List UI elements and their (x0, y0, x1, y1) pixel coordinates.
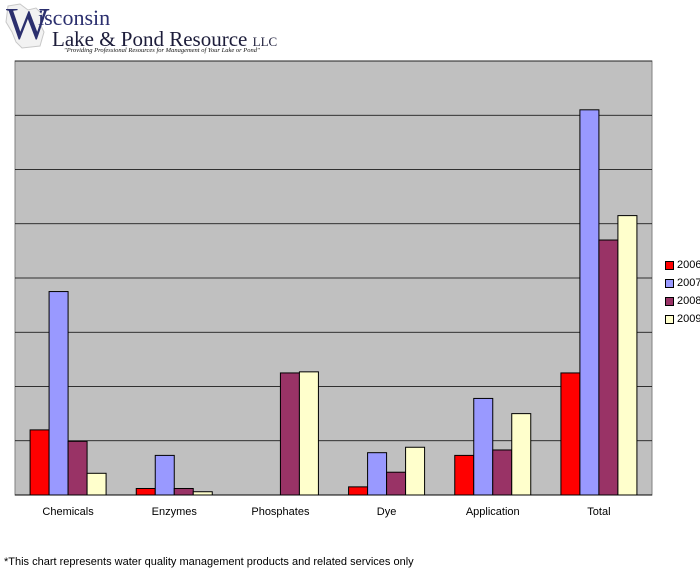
bar-2009-chemicals (86, 472, 107, 496)
logo-llc: LLC (252, 34, 278, 49)
bar-2006-dye (348, 486, 369, 496)
bar-2008-total (598, 239, 619, 496)
legend-item-2008: 2008 (665, 292, 700, 310)
x-tick-label: Total (587, 506, 610, 518)
legend-swatch (665, 314, 674, 324)
legend-label: 2007 (677, 277, 700, 289)
legend-swatch (665, 278, 674, 288)
bar-2006-application (454, 454, 475, 496)
bar-2008-phosphates (279, 372, 300, 496)
bar-2009-total (617, 215, 638, 496)
legend-item-2009: 2009 (665, 310, 700, 328)
bar-2006-enzymes (135, 487, 156, 496)
bar-2006-total (560, 372, 581, 496)
company-logo: W isconsin Lake & Pond Resource LLC "Pro… (0, 0, 277, 56)
chart-legend: 2006 2007 2008 2009 (665, 256, 700, 328)
legend-item-2007: 2007 (665, 274, 700, 292)
wisconsin-map-icon (5, 3, 45, 49)
bar-2009-application (511, 413, 532, 496)
legend-item-2006: 2006 (665, 256, 700, 274)
logo-first-letter: W (6, 0, 50, 49)
bar-2009-enzymes (192, 491, 213, 496)
logo-line2-text: Lake & Pond Resource (52, 27, 248, 51)
x-tick-label: Chemicals (42, 506, 94, 518)
bar-2009-dye (405, 446, 426, 496)
legend-label: 2008 (677, 295, 700, 307)
chart-footnote: *This chart represents water quality man… (4, 556, 414, 568)
x-tick-label: Enzymes (152, 506, 198, 518)
logo-line1: isconsin (38, 5, 111, 30)
x-tick-label: Phosphates (251, 506, 310, 518)
bar-2007-application (473, 397, 494, 496)
logo-line2: Lake & Pond Resource LLC (52, 28, 277, 53)
x-tick-label: Dye (377, 506, 397, 518)
legend-label: 2006 (677, 259, 700, 271)
bar-2007-enzymes (154, 454, 175, 496)
legend-label: 2009 (677, 313, 700, 325)
bar-2008-dye (386, 471, 407, 496)
bar-2008-enzymes (173, 487, 194, 496)
bar-2007-total (579, 109, 600, 496)
bar-2007-dye (367, 452, 388, 496)
bar-2007-chemicals (48, 291, 69, 496)
bar-2009-phosphates (298, 371, 319, 496)
bar-2006-chemicals (29, 429, 50, 496)
legend-swatch (665, 260, 674, 270)
x-tick-label: Application (466, 506, 520, 518)
logo-tagline: "Providing Professional Resources for Ma… (64, 47, 260, 54)
bar-2008-chemicals (67, 440, 88, 496)
bar-2008-application (492, 449, 513, 496)
legend-swatch (665, 296, 674, 306)
